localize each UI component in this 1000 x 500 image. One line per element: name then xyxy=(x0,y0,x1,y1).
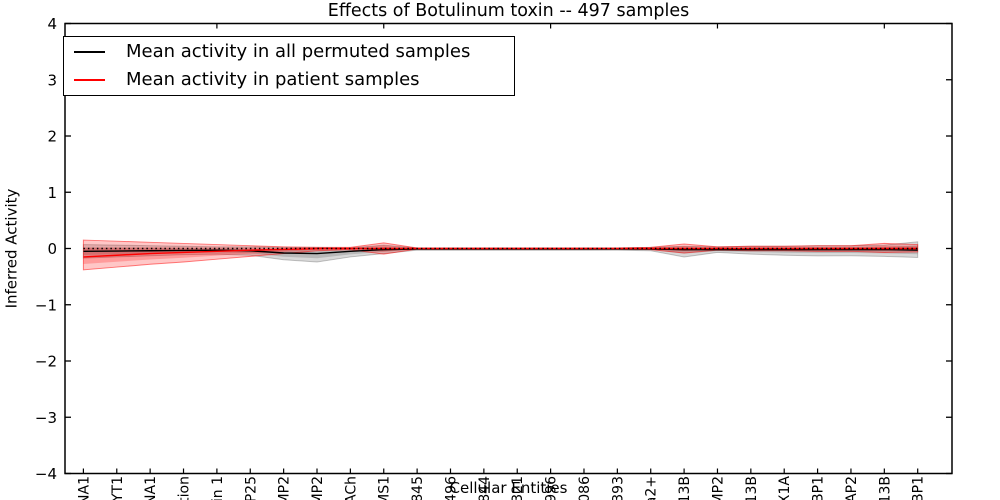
x-category-label: STX1A xyxy=(777,476,793,500)
x-category-label: RIMS1 xyxy=(377,476,393,500)
x-category-label: STX1A/SNAP25 fragment 1/VAMP2 xyxy=(277,476,293,500)
y-tick-label: −3 xyxy=(35,409,57,427)
x-category-label: UniProt:P30996 xyxy=(544,476,560,500)
permuted-range-band-outer xyxy=(82,241,919,263)
x-category-label: RAB3GAP2 xyxy=(844,476,860,500)
x-category-label: UniProt:P10845 xyxy=(410,476,426,500)
x-axis-title: Cellular Entities xyxy=(449,479,568,497)
patient-line-swatch xyxy=(74,79,105,81)
x-category-label: UniProt:P10844 xyxy=(477,476,493,500)
x-category-label: mol:ACh xyxy=(343,476,359,500)
x-category-label: muscle contraction xyxy=(177,476,193,500)
x-category-label: STX1A/SNAP25/VAMP2 xyxy=(310,476,326,500)
legend-entry-patient: Mean activity in patient samples xyxy=(64,66,514,94)
y-tick-label: 2 xyxy=(47,128,57,146)
legend-label-patient: Mean activity in patient samples xyxy=(126,69,420,91)
y-tick-label: −4 xyxy=(35,465,57,483)
x-category-label: ACh/CHRNA1 xyxy=(143,476,159,500)
x-category-label: STXBP1 xyxy=(811,476,827,500)
x-category-label: mol:Ca2+ xyxy=(644,476,660,500)
x-category-label: UniProt:Q00496 xyxy=(443,476,459,500)
legend-entry-permuted: Mean activity in all permuted samples xyxy=(64,38,514,66)
x-category-label: CST086 xyxy=(577,476,593,500)
x-category-label: UniProt:Q60393 xyxy=(610,476,626,500)
x-category-label: UniProt:P19321 xyxy=(510,476,526,500)
y-axis-title: Inferred Activity xyxy=(2,188,21,309)
x-category-label: UNC13B xyxy=(744,476,760,500)
chart-title: Effects of Botulinum toxin -- 497 sample… xyxy=(327,1,690,21)
mean-line-patient xyxy=(83,247,918,258)
y-tick-label: −2 xyxy=(35,353,57,371)
y-tick-label: 4 xyxy=(47,15,57,33)
x-category-label: SYT1 xyxy=(110,476,126,500)
y-tick-label: 1 xyxy=(47,184,57,202)
x-category-label: RIMS1/UNC13B xyxy=(677,476,693,500)
x-category-label: STXIA/STXBP1 xyxy=(911,476,927,500)
patient-range-band-outer xyxy=(82,239,919,271)
patient-range-band-inner xyxy=(83,245,918,265)
legend-label-permuted: Mean activity in all permuted samples xyxy=(126,41,471,63)
x-category-label: RAB3GAP2/RIMS1/UNC13B xyxy=(877,476,893,500)
x-category-label: SNAP25 xyxy=(243,476,259,500)
x-category-label: ACh/Synaptotagmin 1 xyxy=(210,476,226,500)
y-tick-label: 3 xyxy=(47,71,57,89)
y-tick-label: −1 xyxy=(35,296,57,314)
permuted-line-swatch xyxy=(74,51,105,53)
legend: Mean activity in all permuted samples Me… xyxy=(63,36,515,96)
x-category-label: VAMP2 xyxy=(710,476,726,500)
y-tick-label: 0 xyxy=(47,240,57,258)
x-category-label: CHRNA1 xyxy=(76,476,92,500)
